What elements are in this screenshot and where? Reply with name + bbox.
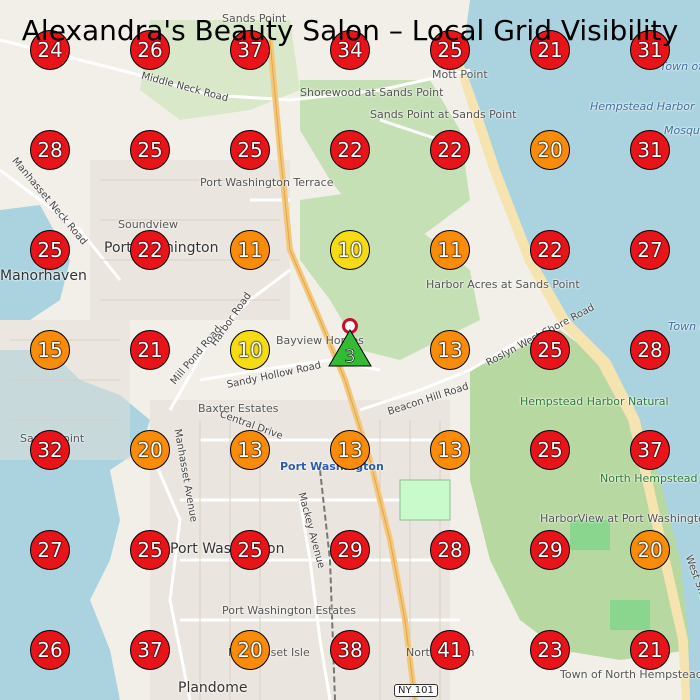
grid-marker[interactable]: 31 [630, 30, 670, 70]
grid-marker[interactable]: 41 [430, 630, 470, 670]
place-label: Sands Point [222, 12, 287, 25]
grid-marker[interactable]: 31 [630, 130, 670, 170]
grid-marker[interactable]: 11 [230, 230, 270, 270]
place-label: Town of Oyster Bay [668, 320, 700, 333]
map-title: Alexandra's Beauty Salon – Local Grid Vi… [21, 14, 679, 47]
place-label: HarborView at Port Washington [540, 512, 700, 525]
grid-marker[interactable]: 20 [630, 530, 670, 570]
grid-marker[interactable]: 20 [130, 430, 170, 470]
grid-marker[interactable]: 13 [230, 430, 270, 470]
place-label: Sands Point at Sands Point [370, 108, 517, 121]
place-label: Town of Oyster Bay [660, 60, 700, 73]
place-label: Harbor Acres at Sands Point [426, 278, 580, 291]
grid-marker[interactable]: 21 [130, 330, 170, 370]
place-label: Hempstead Harbor [590, 100, 695, 113]
place-label: Port Washington Estates [222, 604, 356, 617]
grid-marker[interactable]: 10 [330, 230, 370, 270]
grid-marker[interactable]: 24 [30, 30, 70, 70]
place-label: Soundview [118, 218, 178, 231]
place-label: Baxter Estates [198, 402, 279, 415]
grid-marker[interactable]: 28 [630, 330, 670, 370]
place-label: North Hempstead Beach Park [600, 472, 700, 485]
place-label: Port Washington [280, 460, 384, 473]
grid-marker[interactable]: 34 [330, 30, 370, 70]
grid-marker[interactable]: 26 [30, 630, 70, 670]
grid-marker[interactable]: 3 [327, 328, 373, 368]
grid-marker[interactable]: 21 [630, 630, 670, 670]
grid-marker[interactable]: 25 [30, 230, 70, 270]
grid-marker[interactable]: 27 [30, 530, 70, 570]
place-label: Plandome [178, 680, 248, 696]
place-label: Shorewood at Sands Point [300, 86, 444, 99]
grid-marker[interactable]: 25 [130, 530, 170, 570]
grid-marker[interactable]: 29 [330, 530, 370, 570]
grid-marker[interactable]: 25 [230, 530, 270, 570]
grid-marker[interactable]: 37 [130, 630, 170, 670]
place-label: Mott Point [432, 68, 488, 81]
grid-marker[interactable]: 22 [430, 130, 470, 170]
place-label: Mosquito Cove [664, 124, 700, 137]
grid-marker[interactable]: 25 [430, 30, 470, 70]
grid-marker[interactable]: 32 [30, 430, 70, 470]
grid-marker-rank: 3 [344, 346, 355, 367]
grid-marker[interactable]: 22 [530, 230, 570, 270]
place-label: Hempstead Harbor Natural [520, 395, 669, 408]
grid-marker[interactable]: 20 [530, 130, 570, 170]
grid-marker[interactable]: 26 [130, 30, 170, 70]
grid-marker[interactable]: 13 [430, 430, 470, 470]
grid-marker[interactable]: 22 [330, 130, 370, 170]
grid-marker[interactable]: 20 [230, 630, 270, 670]
grid-marker[interactable]: 11 [430, 230, 470, 270]
grid-marker[interactable]: 27 [630, 230, 670, 270]
place-label: Town of North Hempstead Landfill [560, 668, 700, 681]
grid-marker[interactable]: 15 [30, 330, 70, 370]
route-shield: NY 101 [394, 684, 438, 697]
grid-marker[interactable]: 25 [530, 430, 570, 470]
grid-marker[interactable]: 25 [530, 330, 570, 370]
grid-marker[interactable]: 13 [430, 330, 470, 370]
grid-marker[interactable]: 22 [130, 230, 170, 270]
grid-marker[interactable]: 28 [430, 530, 470, 570]
place-label: Port Washington Terrace [200, 176, 334, 189]
grid-marker[interactable]: 25 [230, 130, 270, 170]
grid-marker[interactable]: 29 [530, 530, 570, 570]
place-label: Manorhaven [0, 268, 87, 284]
grid-marker[interactable]: 38 [330, 630, 370, 670]
grid-marker[interactable]: 28 [30, 130, 70, 170]
grid-marker[interactable]: 10 [230, 330, 270, 370]
grid-marker[interactable]: 25 [130, 130, 170, 170]
grid-marker[interactable]: 21 [530, 30, 570, 70]
grid-marker[interactable]: 37 [630, 430, 670, 470]
grid-marker[interactable]: 13 [330, 430, 370, 470]
grid-marker[interactable]: 37 [230, 30, 270, 70]
grid-marker[interactable]: 23 [530, 630, 570, 670]
